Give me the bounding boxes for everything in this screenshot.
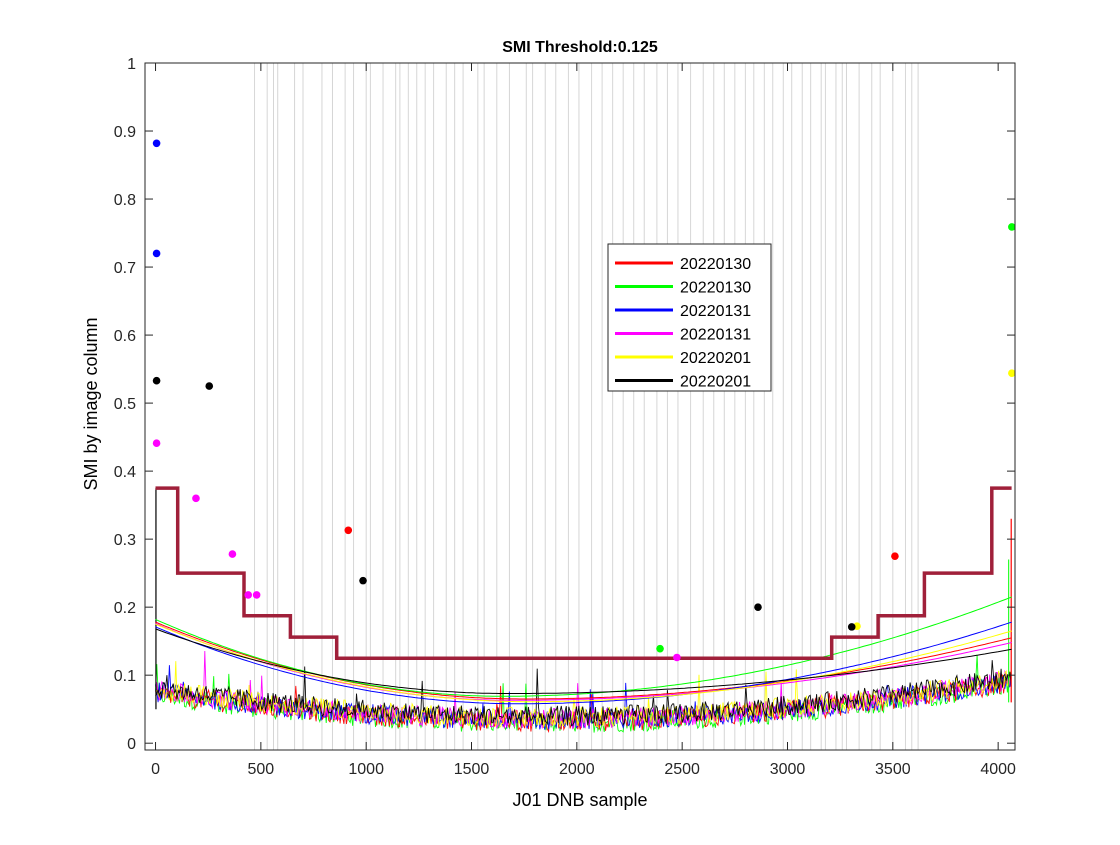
outlier-point [1008, 369, 1015, 377]
x-axis-label: J01 DNB sample [512, 790, 647, 810]
outlier-point [754, 603, 762, 611]
x-tick-label: 0 [151, 761, 160, 778]
plot-content [152, 139, 1015, 733]
legend-label: 20220201 [680, 350, 751, 367]
axes-area: 0 500 1000 1500 2000 2500 3000 3500 4000 0 0.1 0.2 0… [114, 56, 1016, 778]
outlier-point [656, 644, 664, 653]
y-tick-label: 0.8 [114, 192, 136, 209]
outlier-point [228, 550, 237, 558]
noise-trace-20220201 [155, 661, 1012, 728]
outlier-point [152, 249, 161, 258]
y-tick-label: 0.4 [114, 464, 136, 481]
x-tick-label: 500 [248, 761, 275, 778]
fit-curve [155, 628, 1012, 694]
y-tick-label: 0.2 [114, 600, 136, 617]
y-tick-label: 1 [127, 56, 136, 73]
plot-background [145, 63, 1015, 750]
outlier-point [359, 576, 367, 585]
threshold-step-line [155, 486, 1012, 660]
outlier-point [152, 439, 161, 448]
fit-curve [155, 623, 1012, 703]
y-tick-label: 0.9 [114, 124, 136, 141]
outlier-point [847, 623, 856, 631]
vertical-lines-group [254, 63, 919, 750]
x-tick-label: 3000 [770, 761, 806, 778]
y-tick-label: 0.7 [114, 260, 136, 277]
y-tick-label: 0.1 [114, 668, 136, 685]
fit-curve [155, 596, 1012, 697]
axes-frame [144, 62, 1016, 751]
outlier-point [673, 653, 681, 662]
chart-title: SMI Threshold:0.125 [502, 39, 658, 56]
outlier-point [891, 552, 899, 560]
x-tick-label: 1500 [454, 761, 490, 778]
outlier-point [1008, 223, 1015, 231]
x-tick-label: 3500 [875, 761, 911, 778]
y-axis-label: SMI by image column [81, 317, 101, 490]
y-tick-label: 0.3 [114, 532, 136, 549]
outlier-point [244, 591, 253, 599]
x-tick-label: 4000 [980, 761, 1016, 778]
y-tick-label: 0 [127, 736, 136, 753]
x-tick-label: 2000 [559, 761, 595, 778]
outlier-point [152, 139, 161, 148]
legend: 20220130 20220130 20220131 20220131 20220201… [607, 243, 772, 392]
legend-box [607, 243, 772, 392]
noise-trace-20220201 [155, 660, 1012, 727]
x-tick-label: 1000 [348, 761, 384, 778]
outlier-point [192, 494, 200, 503]
legend-label: 20220201 [680, 374, 751, 391]
outlier-point [205, 382, 214, 390]
outlier-point [344, 526, 353, 535]
outlier-point [152, 376, 161, 385]
legend-label: 20220130 [680, 256, 751, 273]
outlier-point [252, 591, 261, 599]
y-tick-label: 0.5 [114, 396, 136, 413]
legend-label: 20220131 [680, 327, 751, 344]
y-tick-label: 0.6 [114, 328, 136, 345]
x-tick-label: 2500 [664, 761, 700, 778]
fit-curve [155, 621, 1012, 705]
legend-label: 20220131 [680, 303, 751, 320]
legend-label: 20220130 [680, 280, 751, 297]
